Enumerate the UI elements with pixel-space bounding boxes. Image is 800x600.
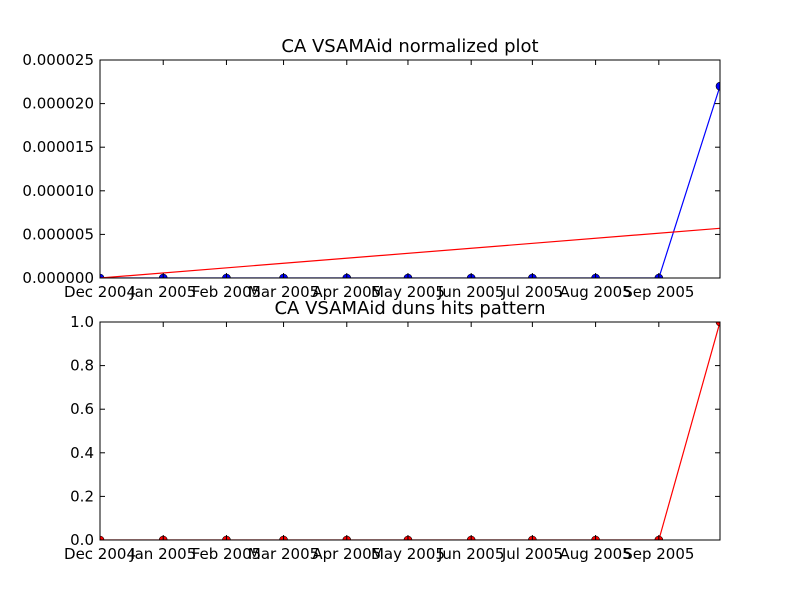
y-tick-label: 0.000000 bbox=[22, 269, 94, 287]
x-tick-label: May 2005 bbox=[371, 545, 445, 563]
chart-duns-hits-pattern: CA VSAMAid duns hits pattern 0.0 0.2 0.4 0.6… bbox=[64, 298, 721, 563]
y-tick-label: 0.0 bbox=[70, 531, 94, 549]
y-tick-label: 0.4 bbox=[70, 444, 94, 462]
chart-normalized-plot: CA VSAMAid normalized plot 0.000000 0.0000… bbox=[22, 36, 721, 301]
chart-title: CA VSAMAid normalized plot bbox=[281, 36, 538, 57]
plot-frame bbox=[99, 321, 721, 541]
x-tick-label: Sep 2005 bbox=[623, 545, 694, 563]
y-tick-label: 0.000015 bbox=[22, 138, 94, 156]
y-tick-label: 0.000025 bbox=[22, 51, 94, 69]
y-tick-label: 0.8 bbox=[70, 357, 94, 375]
x-tick-label: Apr 2005 bbox=[312, 283, 381, 301]
x-tick-label: Jun 2005 bbox=[437, 283, 504, 301]
data-point bbox=[100, 273, 105, 278]
x-tick-label: Mar 2005 bbox=[248, 545, 319, 563]
x-tick-label: Mar 2005 bbox=[248, 283, 319, 301]
data-point bbox=[715, 322, 720, 327]
x-tick-label: Jul 2005 bbox=[501, 545, 563, 563]
x-tick-label: Jan 2005 bbox=[129, 283, 196, 301]
y-tick-label: 0.6 bbox=[70, 400, 94, 418]
series-group bbox=[100, 81, 720, 278]
x-tick-label: Jul 2005 bbox=[501, 283, 563, 301]
plot-frame bbox=[99, 59, 721, 279]
x-tick-label: Aug 2005 bbox=[559, 283, 631, 301]
x-tick-label: Dec 2004 bbox=[64, 545, 136, 563]
series-group bbox=[100, 322, 720, 540]
x-tick-label: May 2005 bbox=[371, 283, 445, 301]
chart-title: CA VSAMAid duns hits pattern bbox=[274, 298, 545, 319]
x-tick-label: Jan 2005 bbox=[129, 545, 196, 563]
series-line-0 bbox=[100, 85, 720, 278]
y-tick-label: 0.000005 bbox=[22, 225, 94, 243]
x-tick-label: Sep 2005 bbox=[623, 283, 694, 301]
x-tick-label: Feb 2005 bbox=[192, 545, 262, 563]
x-tick-label: Dec 2004 bbox=[64, 283, 136, 301]
y-tick-label: 0.2 bbox=[70, 487, 94, 505]
series-line-0 bbox=[100, 322, 720, 540]
x-tick-label: Apr 2005 bbox=[312, 545, 381, 563]
y-tick-label: 1.0 bbox=[70, 313, 94, 331]
data-point bbox=[715, 81, 720, 91]
y-tick-label: 0.000010 bbox=[22, 182, 94, 200]
x-tick-label: Jun 2005 bbox=[437, 545, 504, 563]
series-line-1 bbox=[100, 227, 720, 278]
data-point bbox=[100, 535, 105, 540]
x-tick-label: Feb 2005 bbox=[192, 283, 262, 301]
y-tick-label: 0.000020 bbox=[22, 95, 94, 113]
x-tick-label: Aug 2005 bbox=[559, 545, 631, 563]
